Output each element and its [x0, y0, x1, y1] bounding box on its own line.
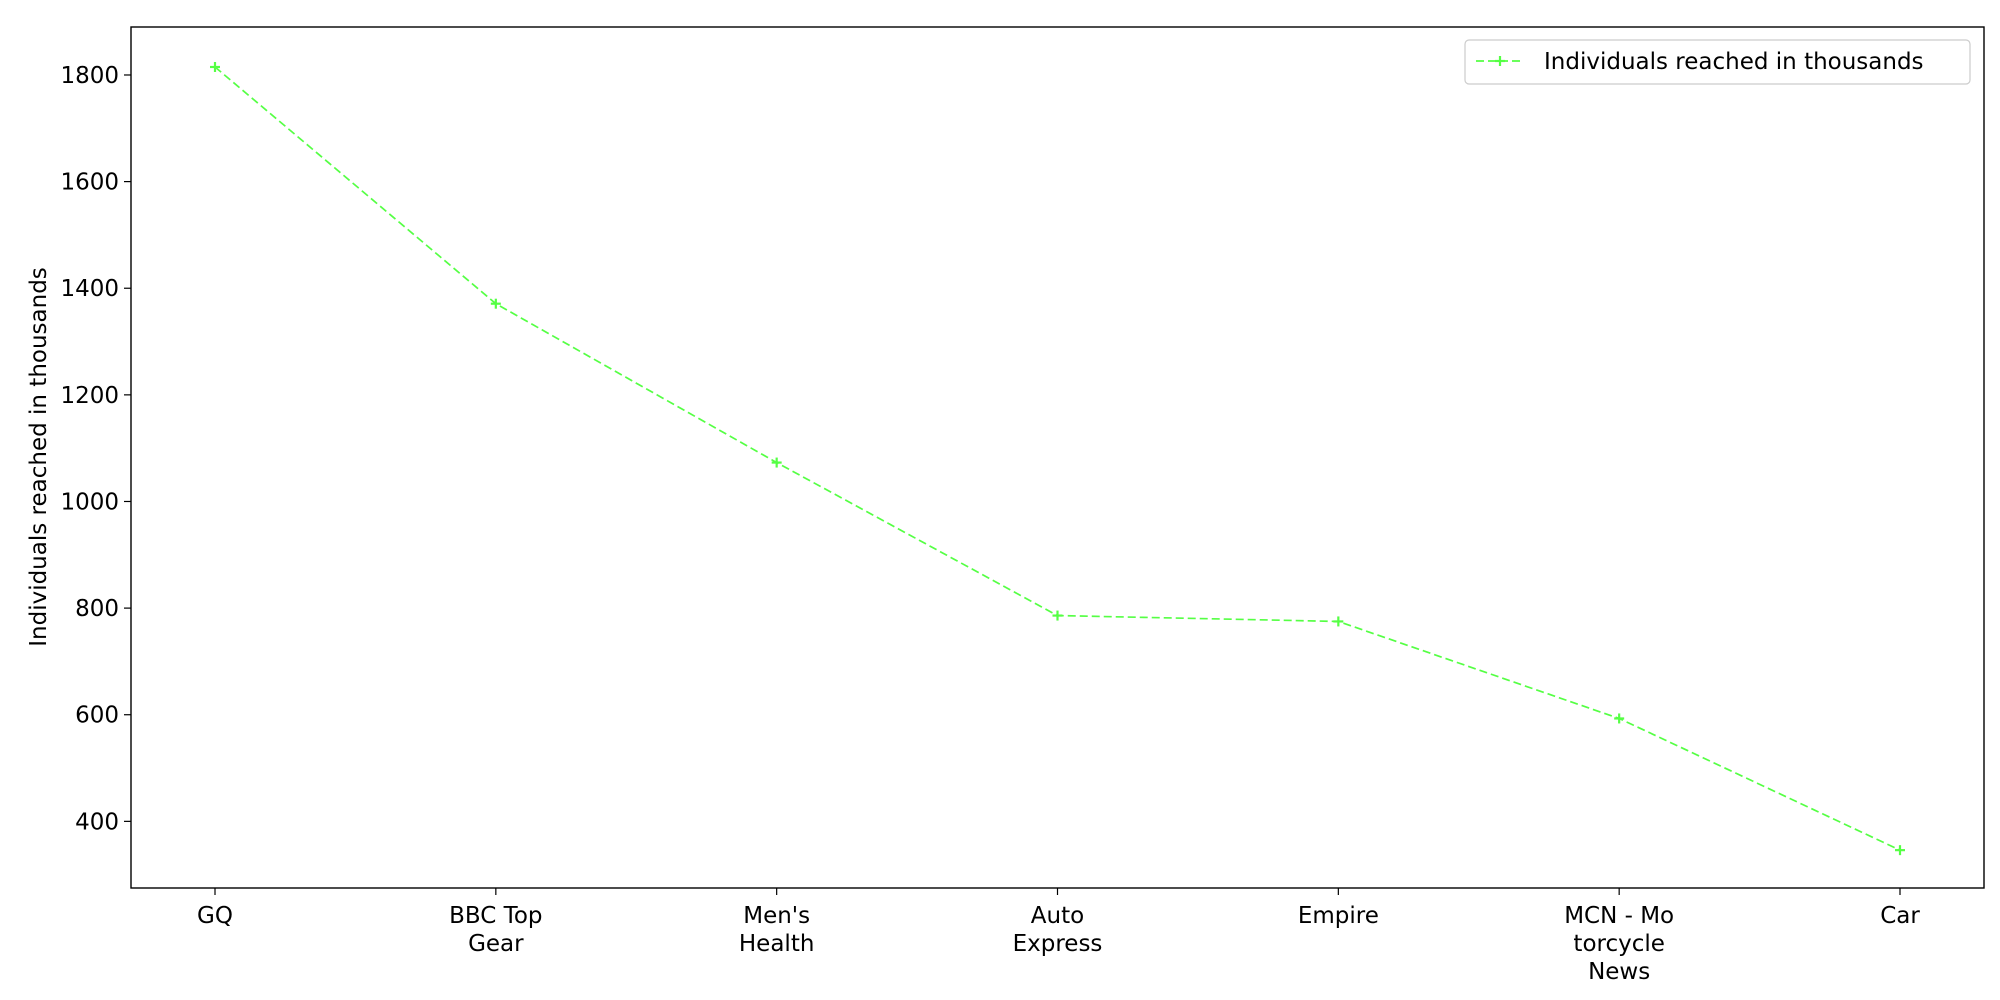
data-point-marker — [1052, 610, 1063, 621]
x-tick-label: MCN - Mo — [1564, 903, 1674, 929]
legend-plus-marker — [1495, 56, 1505, 66]
x-tick-label: torcycle — [1573, 931, 1664, 957]
y-tick-label: 600 — [75, 703, 119, 729]
x-tick-label: Empire — [1298, 903, 1379, 929]
legend: Individuals reached in thousands — [1464, 39, 1971, 85]
legend-box — [1464, 39, 1971, 85]
series-layer — [210, 61, 1905, 856]
x-tick-label: News — [1588, 959, 1650, 985]
y-axis-ticks: 400 600 800 1000 1200 1400 1600 1800 — [60, 63, 131, 835]
y-tick-label: 1000 — [60, 489, 119, 515]
x-tick-label: GQ — [197, 903, 233, 929]
x-tick-label: Car — [1880, 903, 1920, 929]
y-tick-label: 400 — [75, 809, 119, 835]
y-tick-label: 1600 — [60, 170, 119, 196]
data-point-marker — [1895, 845, 1905, 856]
y-tick-label: 1200 — [60, 383, 119, 409]
data-point-marker — [210, 61, 220, 72]
data-point-marker — [771, 457, 782, 468]
y-tick-label: 800 — [75, 596, 119, 622]
y-tick-label: 1800 — [60, 63, 119, 89]
data-point-marker — [490, 298, 501, 309]
x-tick-label: Auto — [1031, 903, 1084, 929]
x-tick-label: Men's — [743, 903, 810, 929]
x-tick-label: Health — [739, 931, 815, 957]
legend-label: Individuals reached in thousands — [1544, 49, 1924, 75]
x-tick-label: BBC Top — [449, 903, 542, 929]
data-point-marker — [1614, 713, 1625, 724]
y-tick-label: 1400 — [60, 276, 119, 302]
y-axis-label: Individuals reached in thousands — [26, 267, 52, 647]
x-tick-label: Gear — [468, 931, 524, 957]
x-tick-label: Express — [1013, 931, 1103, 957]
data-point-marker — [1333, 616, 1344, 627]
